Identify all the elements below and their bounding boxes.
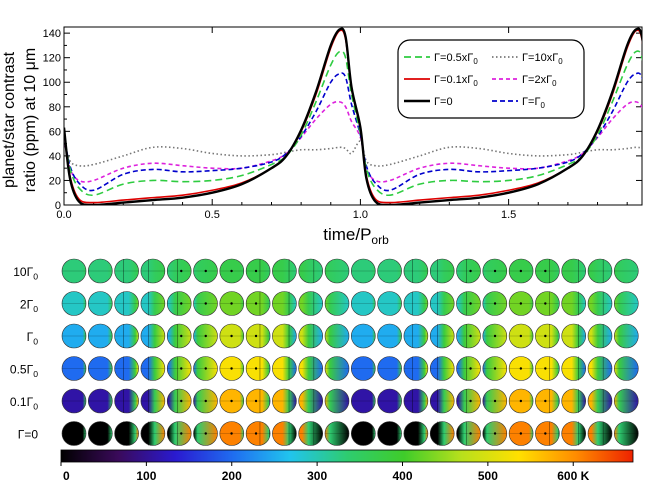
colorbar-tick-label: 600 K [557,469,589,483]
colorbar-tick-label: 500 [478,469,498,483]
planet-disks [62,259,638,446]
row-label-4: 0.1Γ0 [10,395,38,411]
row-label-1: 2Γ0 [20,298,38,314]
colorbar-tick-label: 300 [307,469,327,483]
colorbar-gradient [61,450,633,462]
row-label-0: 10Γ0 [13,265,38,281]
colorbar-ticks: 0 100 200 300 400 500 600 K [61,462,590,483]
row-label-3: 0.5Γ0 [10,363,38,379]
row-label-2: Γ0 [27,330,39,346]
colorbar-tick-label: 0 [63,469,70,483]
row-labels: 10Γ0 2Γ0 Γ0 0.5Γ0 0.1Γ0 Γ=0 [10,265,38,442]
colorbar-tick-label: 100 [136,469,156,483]
colorbar-tick-label: 400 [392,469,412,483]
row-label-5: Γ=0 [18,428,39,442]
colorbar-tick-label: 200 [222,469,242,483]
colorbar: 0 100 200 300 400 500 600 K [61,450,633,483]
